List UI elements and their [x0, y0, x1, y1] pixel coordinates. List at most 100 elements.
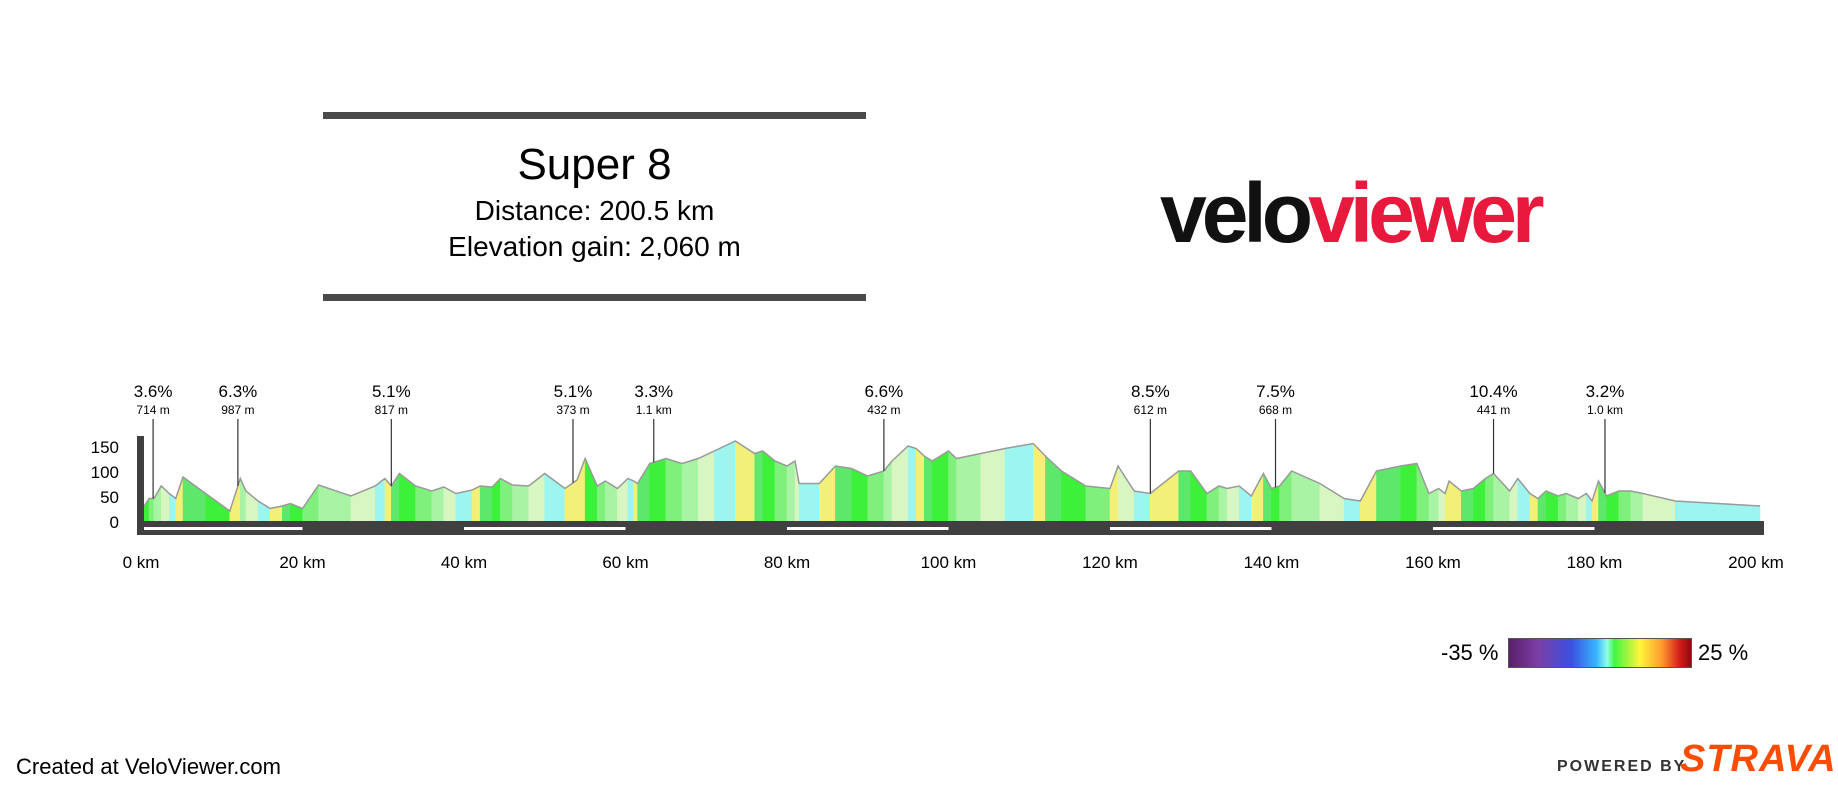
y-tick-label: 50 [100, 488, 119, 507]
profile-segment [1493, 472, 1510, 522]
profile-segment [205, 493, 231, 522]
climb-grade-label: 6.3% [219, 382, 258, 401]
route-title: Super 8 [517, 140, 672, 189]
profile-segment [302, 484, 319, 522]
profile-segment [786, 460, 796, 522]
profile-segment [1109, 465, 1119, 522]
profile-segment [867, 470, 885, 522]
y-tick-label: 0 [110, 513, 119, 532]
legend-max-label: 25 % [1698, 640, 1749, 665]
x-tick-label: 100 km [921, 553, 977, 572]
profile-segment [1150, 470, 1179, 522]
profile-segment [681, 458, 699, 522]
profile-segment [1178, 470, 1191, 522]
profile-segment [1206, 485, 1220, 522]
profile-segment [1218, 485, 1228, 522]
gradient-legend-bar [1508, 638, 1692, 668]
profile-segment [665, 458, 683, 522]
distance-bar [137, 521, 1764, 535]
y-tick-label: 100 [91, 463, 119, 482]
profile-segment [735, 440, 755, 522]
y-axis-bar [137, 436, 144, 535]
climb-length-label: 1.0 km [1587, 403, 1623, 417]
profile-segment [1376, 465, 1401, 522]
veloviewer-logo: veloviewer [1160, 166, 1545, 260]
profile-segment [1557, 493, 1567, 522]
profile-segment [1400, 463, 1418, 522]
profile-segment [932, 450, 949, 522]
x-tick-label: 180 km [1567, 553, 1623, 572]
profile-segment [1473, 477, 1486, 522]
x-tick-label: 160 km [1405, 553, 1461, 572]
climb-length-label: 668 m [1259, 403, 1292, 417]
distance-scale-segment [786, 527, 949, 530]
climb-grade-label: 6.6% [865, 382, 904, 401]
profile-segment [924, 455, 933, 522]
x-tick-label: 120 km [1082, 553, 1138, 572]
x-tick-label: 20 km [279, 553, 325, 572]
legend-min-label: -35 % [1441, 640, 1499, 665]
distance-scale-segment [141, 527, 303, 530]
climb-grade-label: 8.5% [1131, 382, 1170, 401]
profile-segment [1045, 455, 1062, 522]
x-tick-label: 200 km [1728, 553, 1784, 572]
y-tick-label: 150 [91, 438, 119, 457]
profile-segment [160, 485, 170, 522]
logo-viewer-text: viewer [1308, 166, 1545, 260]
title-bottom-rule [323, 294, 866, 301]
climb-length-label: 1.1 km [636, 403, 672, 417]
profile-segment [1319, 483, 1345, 522]
climb-grade-label: 10.4% [1469, 382, 1517, 401]
profile-segment [956, 453, 982, 522]
profile-segment [1226, 485, 1240, 522]
climb-length-label: 817 m [375, 403, 408, 417]
profile-segment [415, 485, 432, 522]
logo-velo-text: velo [1160, 166, 1313, 260]
profile-segment [1251, 473, 1264, 522]
profile-segment [1416, 463, 1430, 522]
profile-segment [697, 450, 715, 522]
profile-segment [1085, 485, 1111, 522]
profile-segment [148, 498, 155, 522]
profile-outline [140, 440, 1761, 513]
climb-grade-label: 5.1% [372, 382, 411, 401]
profile-segment [1460, 488, 1474, 522]
profile-segment [948, 450, 957, 522]
profile-segment [891, 445, 909, 522]
created-at-label[interactable]: Created at VeloViewer.com [16, 754, 281, 779]
profile-segment [633, 480, 638, 522]
profile-segment [627, 478, 634, 522]
x-tick-label: 80 km [764, 553, 810, 572]
profile-segment [596, 480, 606, 522]
profile-segment [182, 476, 206, 522]
profile-segment [1630, 490, 1644, 522]
profile-segment [431, 486, 445, 522]
climb-length-label: 441 m [1477, 403, 1510, 417]
climb-length-label: 612 m [1134, 403, 1167, 417]
climb-length-label: 373 m [556, 403, 589, 417]
profile-segment [564, 479, 578, 522]
title-box: Super 8 Distance: 200.5 km Elevation gai… [323, 112, 866, 302]
climb-length-label: 987 m [221, 403, 254, 417]
elevation-profile-chart: 0 50 100 150 0 km 20 km 40 km 60 km 80 km 100 km 1… [91, 382, 1784, 572]
x-tick-label: 0 km [123, 553, 160, 572]
climb-grade-label: 3.3% [634, 382, 673, 401]
profile-segment [617, 477, 629, 522]
profile-segment [584, 458, 598, 522]
x-tick-label: 140 km [1244, 553, 1300, 572]
climb-grade-label: 7.5% [1256, 382, 1295, 401]
profile-segment [762, 450, 776, 522]
profile-segment [1485, 473, 1494, 522]
profile-segment [835, 465, 852, 522]
profile-segment [1448, 480, 1462, 522]
profile-segment [798, 483, 820, 522]
profile-segment [1591, 480, 1599, 522]
climb-grade-label: 3.2% [1586, 382, 1625, 401]
profile-segment [907, 445, 917, 522]
profile-segment [175, 476, 184, 522]
climb-length-label: 714 m [136, 403, 169, 417]
title-top-rule [323, 112, 866, 119]
profile-segment [1117, 465, 1135, 522]
strava-logo: STRAVA [1680, 738, 1837, 780]
profile-segment [512, 484, 529, 522]
